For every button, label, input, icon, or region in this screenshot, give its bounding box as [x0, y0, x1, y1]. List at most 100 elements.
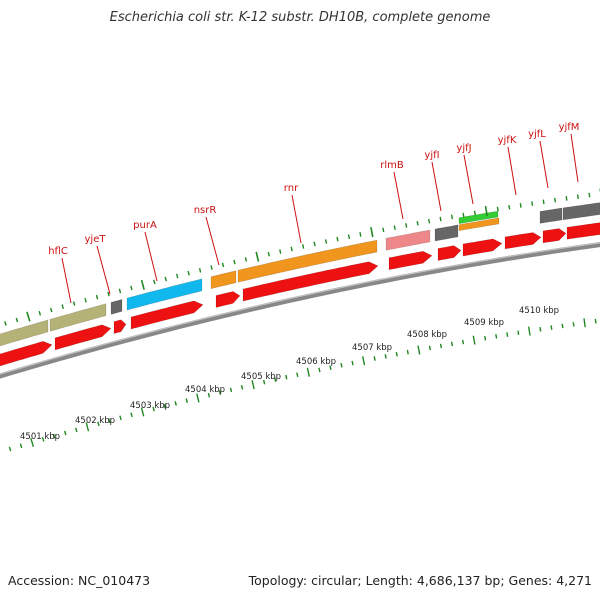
- scale-minor-tick: [75, 427, 78, 433]
- scale-minor-tick: [484, 335, 487, 341]
- gene-leader-line: [96, 245, 111, 295]
- scale-major-tick: [583, 318, 586, 328]
- gene-label: yjfK: [498, 135, 517, 146]
- minor-tick: [554, 197, 557, 203]
- backbone-highlight: [0, 242, 600, 375]
- scale-minor-tick: [263, 379, 266, 385]
- minor-tick: [393, 225, 396, 230]
- cds-arrow-4: [130, 300, 204, 330]
- scale-major-tick: [196, 393, 200, 403]
- scale-minor-tick: [8, 446, 12, 452]
- minor-tick: [519, 203, 522, 208]
- scale-minor-tick: [561, 323, 564, 329]
- gene-leader-line: [431, 161, 442, 212]
- scale-major-tick: [251, 380, 255, 390]
- minor-tick: [496, 206, 499, 212]
- gene-bar-pura: [126, 278, 203, 311]
- scale-minor-tick: [329, 365, 332, 370]
- scale-label: 4503 kbp: [130, 401, 170, 411]
- minor-tick: [15, 317, 19, 323]
- gene-label: yjfI: [424, 150, 439, 161]
- scale-minor-tick: [274, 377, 277, 382]
- scale-minor-tick: [19, 443, 23, 449]
- minor-tick: [382, 227, 385, 233]
- minor-tick: [290, 246, 293, 252]
- gene-leader-line: [291, 194, 302, 244]
- minor-tick: [84, 298, 87, 303]
- cds-arrow-8: [437, 245, 462, 261]
- gene-bar-rlmb: [385, 229, 431, 251]
- scale-minor-tick: [506, 332, 509, 337]
- minor-tick: [428, 218, 431, 224]
- cds-arrow-6: [242, 261, 379, 302]
- minor-tick: [542, 199, 545, 205]
- gene-label: purA: [133, 220, 157, 231]
- gene-bar-yjfi: [434, 224, 459, 242]
- gene-bar-nsrr: [210, 270, 237, 290]
- cds-arrow-9: [462, 238, 503, 257]
- minor-tick: [153, 279, 156, 285]
- scale-minor-tick: [108, 418, 111, 424]
- scale-major-tick: [472, 335, 476, 345]
- gene-bar-rnr: [237, 239, 378, 283]
- scale-minor-tick: [130, 412, 133, 418]
- major-tick: [26, 311, 31, 322]
- scale-minor-tick: [240, 385, 244, 390]
- minor-tick: [565, 196, 568, 201]
- gene-leader-line: [507, 146, 517, 196]
- major-tick: [484, 205, 488, 217]
- major-tick: [370, 227, 374, 238]
- cds-arrow-7: [388, 250, 433, 271]
- scale-minor-tick: [296, 372, 299, 378]
- minor-tick: [359, 232, 362, 237]
- scale-label: 4506 kbp: [296, 357, 336, 367]
- scale-label: 4502 kbp: [75, 416, 115, 426]
- scale-label: 4508 kbp: [407, 330, 447, 340]
- scale-minor-tick: [406, 349, 409, 355]
- cds-arrow-1: [0, 340, 53, 367]
- minor-tick: [450, 214, 454, 220]
- gene-label: yjeT: [85, 234, 107, 245]
- minor-tick: [72, 301, 76, 306]
- scale-minor-tick: [594, 318, 597, 324]
- minor-tick: [279, 249, 282, 254]
- labels-layer: 4501 kbp 4502 kbp 4503 kbp 4504 kbp 4505 kbp…: [20, 122, 579, 442]
- scale-minor-tick: [351, 360, 354, 366]
- scale-minor-tick: [439, 343, 442, 349]
- scale-major-tick: [30, 437, 35, 448]
- scale-label: 4504 kbp: [185, 385, 225, 395]
- minor-tick: [164, 276, 167, 282]
- minor-tick: [508, 204, 511, 210]
- scale-minor-tick: [207, 392, 211, 398]
- scale-label: 4505 kbp: [241, 372, 281, 382]
- scale-minor-tick: [340, 362, 343, 368]
- scale-minor-tick: [119, 415, 122, 421]
- scale-major-tick: [306, 367, 310, 377]
- gene-label: nsrR: [194, 205, 217, 216]
- scale-minor-tick: [517, 330, 520, 335]
- gene-leader-line: [570, 133, 579, 183]
- minor-tick: [576, 194, 579, 200]
- gene-label: hflC: [48, 246, 68, 257]
- scale-minor-tick: [97, 421, 100, 427]
- scale-minor-tick: [550, 325, 553, 330]
- scale-minor-tick: [539, 327, 542, 332]
- gene-label: rnr: [284, 183, 299, 194]
- backbone-line: [0, 242, 600, 379]
- scale-minor-tick: [174, 401, 177, 406]
- minor-tick: [531, 201, 534, 206]
- gene-label: yjfJ: [456, 143, 471, 154]
- gene-leader-line: [463, 154, 474, 205]
- gene-bar-yjfj: [458, 217, 500, 232]
- scale-minor-tick: [229, 387, 233, 393]
- ticks-layer: [4, 188, 600, 452]
- gene-bar-yjfm: [562, 202, 600, 221]
- scale-minor-tick: [428, 345, 431, 351]
- scale-label: 4507 kbp: [352, 343, 392, 353]
- minor-tick: [405, 223, 408, 228]
- minor-tick: [130, 285, 133, 291]
- minor-tick: [336, 236, 339, 242]
- gene-bar-yjet: [110, 299, 123, 315]
- gene-leader-line: [539, 140, 549, 189]
